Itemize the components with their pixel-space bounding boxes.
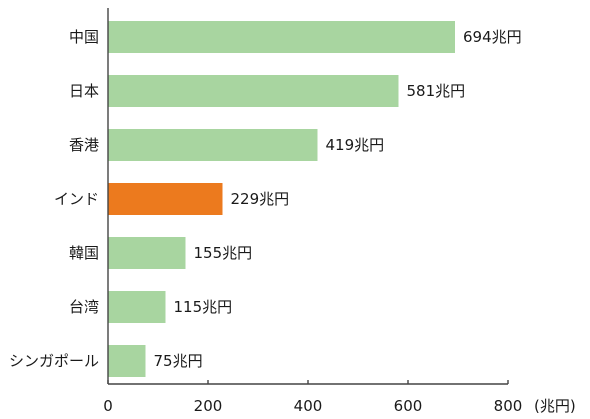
bar-6	[108, 345, 146, 377]
x-tick-label: 0	[103, 397, 113, 415]
data-label: 229兆円	[231, 190, 290, 208]
category-label: 日本	[69, 82, 99, 100]
bar-0	[108, 21, 455, 53]
category-label: 韓国	[69, 244, 99, 262]
bar-5	[108, 291, 166, 323]
x-tick-label: 200	[194, 397, 223, 415]
category-label: 台湾	[69, 298, 99, 316]
data-label: 155兆円	[194, 244, 253, 262]
data-label: 419兆円	[326, 136, 385, 154]
bar-1	[108, 75, 399, 107]
x-ticks-layer: 0 200 400 600 800	[103, 380, 522, 415]
bar-2	[108, 129, 318, 161]
x-axis-unit: (兆円)	[534, 397, 576, 415]
category-label: 香港	[69, 136, 99, 154]
bar-4	[108, 237, 186, 269]
category-label: シンガポール	[9, 352, 99, 370]
data-label: 75兆円	[154, 352, 203, 370]
data-label: 694兆円	[463, 28, 522, 46]
x-tick-label: 400	[294, 397, 323, 415]
data-label: 581兆円	[407, 82, 466, 100]
category-label: インド	[54, 190, 99, 208]
bar-3	[108, 183, 223, 215]
data-label: 115兆円	[174, 298, 233, 316]
x-tick-label: 800	[494, 397, 523, 415]
x-tick-label: 600	[394, 397, 423, 415]
category-label: 中国	[69, 28, 99, 46]
